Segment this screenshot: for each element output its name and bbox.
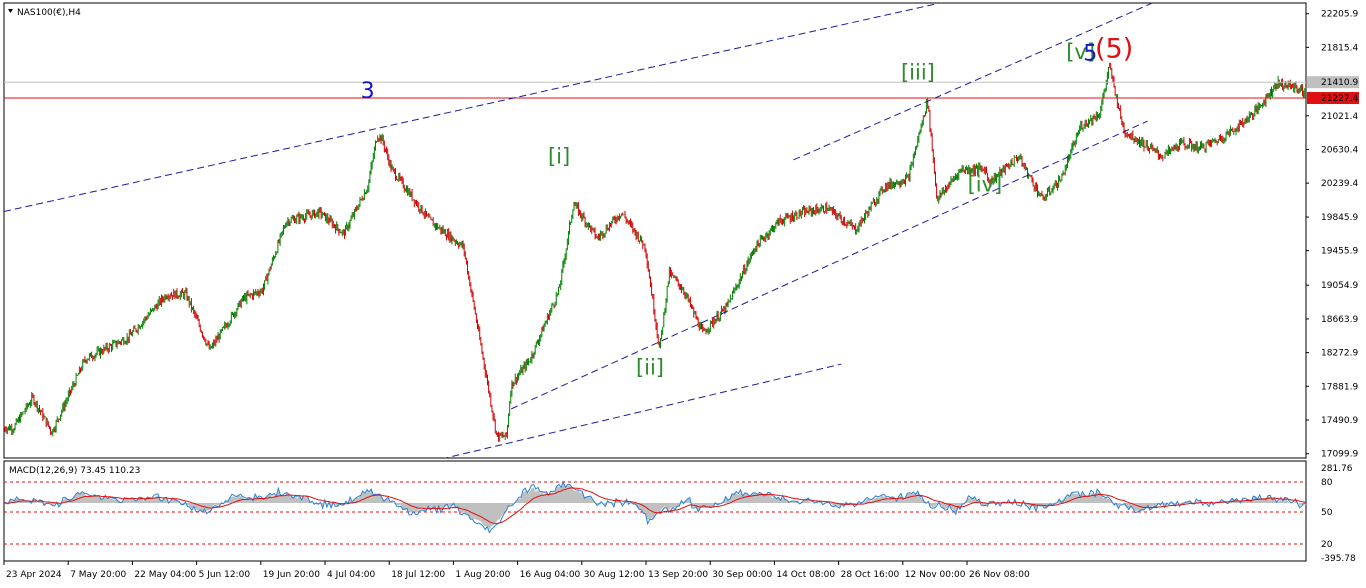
macd-signal-line	[4, 487, 1306, 524]
price-panel	[3, 2, 1307, 459]
y-tick-label: 20239.4	[1321, 179, 1358, 189]
wave-label: [i]	[548, 144, 570, 168]
collapse-triangle-icon[interactable]	[8, 9, 13, 13]
level-price-tag	[1307, 92, 1359, 105]
wave-label: 5	[1083, 42, 1097, 67]
macd-y-label: -395.78	[1321, 554, 1356, 564]
y-tick-label: 21815.4	[1321, 43, 1358, 53]
price-tag-label: 21227.4	[1321, 94, 1358, 104]
wave-label: [iii]	[901, 61, 935, 85]
macd-main-line	[4, 480, 1306, 534]
y-tick-label: 17099.9	[1321, 450, 1358, 460]
x-tick-label: 1 Aug 20:00	[455, 570, 510, 580]
price-layer	[4, 3, 1306, 458]
axis-layer: 22205.9 21815.4 21021.4 20630.4 20239.4 19845…	[3, 10, 1359, 580]
trendline	[793, 3, 1154, 161]
x-tick-label: 13 Sep 20:00	[648, 570, 708, 580]
macd-y-label: 50	[1321, 508, 1333, 518]
wave-label: [iv]	[968, 173, 1003, 197]
x-tick-label: 23 Apr 2024	[6, 570, 62, 580]
x-tick-label: 12 Nov 00:00	[905, 570, 966, 580]
y-tick-label: 19845.9	[1321, 213, 1358, 223]
x-tick-label: 30 Aug 12:00	[584, 570, 645, 580]
macd-layer	[4, 480, 1306, 545]
wave-label: (5)	[1095, 33, 1133, 64]
price-tag-label: 21410.9	[1321, 78, 1358, 88]
x-tick-label: 4 Jul 04:00	[327, 570, 376, 580]
x-tick-label: 16 Aug 04:00	[520, 570, 581, 580]
y-tick-label: 19455.9	[1321, 247, 1358, 257]
wave-label: 3	[361, 79, 375, 104]
x-tick-label: 7 May 20:00	[70, 570, 126, 580]
wave-label-layer: 3 [i] [ii] [iii] [iv] [v]5(5)	[361, 33, 1134, 379]
trendline	[511, 120, 1148, 410]
macd-y-label: 20	[1321, 540, 1333, 550]
y-tick-label: 22205.9	[1321, 10, 1358, 20]
y-tick-label: 21021.4	[1321, 112, 1358, 122]
y-tick-label: 20630.4	[1321, 145, 1358, 155]
y-tick-label: 18663.9	[1321, 315, 1358, 325]
y-tick-label: 19054.9	[1321, 281, 1358, 291]
x-tick-label: 26 Nov 08:00	[969, 570, 1030, 580]
y-tick-label: 18272.9	[1321, 349, 1358, 359]
x-tick-label: 5 Jun 12:00	[199, 570, 251, 580]
macd-title: MACD(12,26,9) 73.45 110.23	[9, 466, 140, 476]
y-tick-label: 17881.9	[1321, 382, 1358, 392]
wave-label: [v]	[1066, 40, 1095, 64]
bid-price-tag	[1307, 76, 1359, 89]
macd-y-label: 80	[1321, 478, 1333, 488]
x-tick-label: 14 Oct 08:00	[776, 570, 835, 580]
trendline	[4, 3, 943, 213]
x-tick-label: 28 Oct 16:00	[841, 570, 900, 580]
trendline	[443, 363, 842, 458]
x-tick-label: 18 Jul 12:00	[391, 570, 445, 580]
x-tick-label: 19 Jun 20:00	[263, 570, 320, 580]
y-tick-label: 17490.9	[1321, 416, 1358, 426]
symbol-title: NAS100(€),H4	[17, 8, 81, 18]
x-tick-label: 22 May 04:00	[134, 570, 196, 580]
macd-y-label: 281.76	[1321, 464, 1353, 474]
x-tick-label: 30 Sep 00:00	[712, 570, 772, 580]
macd-histogram	[4, 483, 1306, 530]
wave-label: [ii]	[636, 355, 664, 379]
